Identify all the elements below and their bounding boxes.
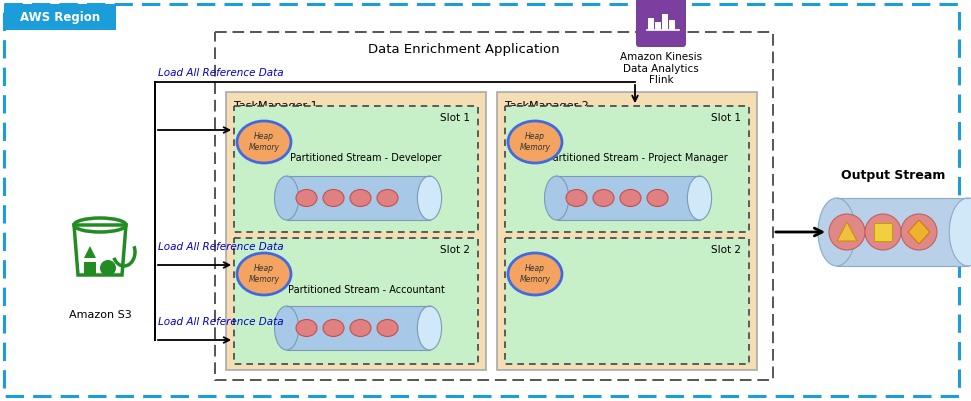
Bar (286, 176, 429, 220)
Ellipse shape (418, 176, 442, 220)
Ellipse shape (237, 121, 291, 163)
Ellipse shape (275, 176, 299, 220)
Ellipse shape (275, 306, 299, 350)
Text: Heap
Memory: Heap Memory (249, 132, 280, 152)
Ellipse shape (508, 253, 562, 295)
Ellipse shape (418, 306, 442, 350)
Text: Slot 1: Slot 1 (440, 113, 470, 123)
Polygon shape (84, 246, 96, 258)
Bar (286, 306, 429, 350)
Ellipse shape (323, 190, 344, 207)
Ellipse shape (377, 190, 398, 207)
Bar (669, 20, 675, 30)
Text: Load All Reference Data: Load All Reference Data (158, 242, 284, 252)
Text: Heap
Memory: Heap Memory (519, 132, 551, 152)
Ellipse shape (323, 320, 344, 336)
Bar (874, 223, 892, 241)
Ellipse shape (829, 214, 865, 250)
Circle shape (100, 260, 116, 276)
Text: TaskManager 1: TaskManager 1 (234, 101, 318, 111)
Ellipse shape (687, 176, 712, 220)
Bar (4, 4, 116, 30)
Text: Partitioned Stream - Developer: Partitioned Stream - Developer (290, 153, 442, 163)
Text: Amazon Kinesis
Data Analytics
Flink: Amazon Kinesis Data Analytics Flink (619, 52, 702, 85)
Polygon shape (908, 220, 930, 244)
Text: Slot 2: Slot 2 (711, 245, 741, 255)
Text: Data Enrichment Application: Data Enrichment Application (368, 43, 560, 57)
Text: Slot 2: Slot 2 (440, 245, 470, 255)
Bar (655, 22, 661, 30)
Ellipse shape (950, 198, 971, 266)
Text: Slot 1: Slot 1 (711, 113, 741, 123)
Text: Output Stream: Output Stream (841, 168, 945, 182)
Bar (234, 106, 478, 232)
Ellipse shape (350, 320, 371, 336)
Ellipse shape (593, 190, 614, 207)
Polygon shape (837, 222, 857, 241)
Bar (215, 32, 773, 380)
Text: Partitioned Stream - Accountant: Partitioned Stream - Accountant (287, 285, 445, 295)
Bar (648, 18, 654, 30)
Text: Amazon S3: Amazon S3 (69, 310, 131, 320)
Ellipse shape (237, 253, 291, 295)
Bar (226, 92, 486, 370)
Bar (234, 238, 478, 364)
Ellipse shape (865, 214, 901, 250)
Bar (505, 238, 749, 364)
Ellipse shape (296, 320, 317, 336)
Text: TaskManager 2: TaskManager 2 (505, 101, 588, 111)
Ellipse shape (818, 198, 855, 266)
Bar (505, 106, 749, 232)
Text: Heap
Memory: Heap Memory (519, 264, 551, 284)
Text: Partitioned Stream - Project Manager: Partitioned Stream - Project Manager (547, 153, 727, 163)
Bar (662, 14, 668, 30)
Ellipse shape (508, 121, 562, 163)
Ellipse shape (545, 176, 569, 220)
Ellipse shape (620, 190, 641, 207)
Ellipse shape (566, 190, 587, 207)
Text: AWS Region: AWS Region (20, 10, 100, 24)
Text: Heap
Memory: Heap Memory (249, 264, 280, 284)
Text: Load All Reference Data: Load All Reference Data (158, 68, 284, 78)
Text: Load All Reference Data: Load All Reference Data (158, 317, 284, 327)
Ellipse shape (350, 190, 371, 207)
Bar (837, 198, 968, 266)
Bar (497, 92, 757, 370)
Ellipse shape (377, 320, 398, 336)
Bar (556, 176, 699, 220)
Ellipse shape (901, 214, 937, 250)
Bar (84, 262, 96, 274)
FancyBboxPatch shape (636, 0, 686, 47)
Ellipse shape (296, 190, 317, 207)
Ellipse shape (647, 190, 668, 207)
